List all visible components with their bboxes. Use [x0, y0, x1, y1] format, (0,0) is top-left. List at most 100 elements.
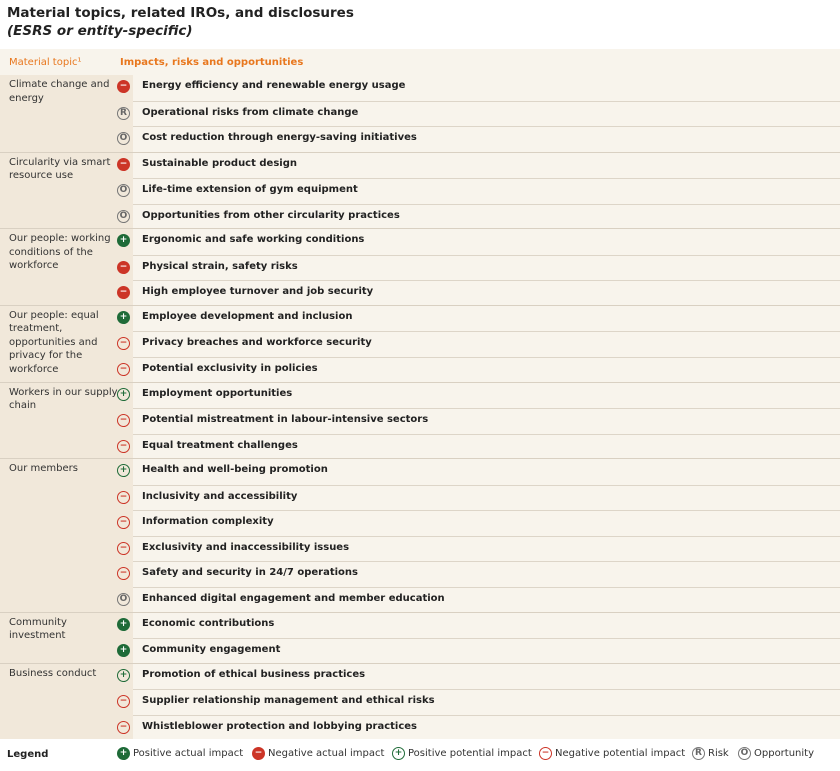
topic-name: Circularity via smart resource use	[9, 156, 111, 182]
iro-row: + Health and well-being promotion	[114, 459, 840, 485]
legend-label: Positive actual impact	[133, 748, 244, 759]
negative-potential-impact-icon: −	[117, 363, 130, 377]
negative-potential-impact-icon: −	[117, 695, 130, 709]
iro-row: − Physical strain, safety risks	[117, 254, 840, 282]
positive-potential-impact-icon: +	[117, 464, 130, 478]
legend-item: O Opportunity	[738, 747, 814, 760]
positive-potential-impact-icon: +	[117, 668, 130, 682]
opportunity-icon: O	[117, 184, 130, 198]
iro-label: Energy efficiency and renewable energy u…	[142, 80, 406, 91]
iro-label: Ergonomic and safe working conditions	[142, 234, 365, 246]
iro-label: Exclusivity and inaccessibility issues	[142, 541, 350, 553]
positive-actual-impact-icon: +	[117, 234, 130, 248]
legend-item: − Negative actual impact	[252, 747, 384, 760]
iro-row: − Exclusivity and inaccessibility issues	[117, 535, 840, 563]
iro-label: Employee development and inclusion	[142, 310, 353, 322]
topic-group: Our people: equal treatment, opportuniti…	[0, 304, 840, 384]
iro-row: O Opportunities from other circularity pr…	[117, 203, 840, 231]
iro-row: + Ergonomic and safe working conditions	[114, 229, 840, 255]
iro-label: Supplier relationship management and eth…	[142, 695, 435, 707]
topics-table	[0, 49, 840, 739]
iro-label: Enhanced digital engagement and member e…	[142, 593, 445, 604]
negative-potential-impact-icon: −	[117, 541, 130, 555]
positive-potential-impact-icon: +	[392, 747, 405, 760]
iro-row: − Safety and security in 24/7 operations	[117, 561, 840, 588]
legend: Legend + Positive actual impact − Negative …	[0, 745, 840, 765]
legend-label: Negative actual impact	[268, 748, 385, 759]
column-header-iro: Impacts, risks and opportunities	[120, 57, 304, 68]
legend-label: Opportunity	[754, 748, 815, 759]
topic-name: Our members	[9, 463, 78, 475]
negative-actual-impact-icon: −	[117, 157, 130, 171]
iro-label: Physical strain, safety risks	[142, 260, 298, 272]
positive-potential-impact-icon: +	[117, 387, 130, 401]
negative-actual-impact-icon: −	[117, 286, 130, 300]
iro-row: − Information complexity	[117, 510, 840, 537]
iro-row: O Cost reduction through energy-saving in…	[117, 126, 840, 153]
topic-group: Workers in our supply chain + Employment o…	[0, 381, 840, 460]
column-header-topic: Material topic¹	[9, 57, 82, 68]
negative-actual-impact-icon: −	[252, 747, 265, 760]
page-title: Material topics, related IROs, and discl…	[7, 5, 354, 21]
risk-icon: R	[117, 106, 130, 120]
iro-row: − Potential mistreatment in labour-intens…	[117, 408, 840, 435]
iro-row: + Employment opportunities	[114, 383, 840, 409]
negative-potential-impact-icon: −	[117, 337, 130, 351]
topic-column	[0, 75, 133, 739]
iro-row: − Supplier relationship management and et…	[117, 689, 840, 716]
iro-label: Equal treatment challenges	[142, 439, 298, 451]
iro-row: + Promotion of ethical business practices	[114, 664, 840, 690]
legend-title: Legend	[7, 749, 49, 760]
opportunity-icon: O	[117, 132, 130, 146]
iro-row: − Sustainable product design	[114, 153, 840, 179]
negative-potential-impact-icon: −	[117, 414, 130, 428]
topic-group: Community investment + Economic contributi…	[0, 611, 840, 665]
negative-potential-impact-icon: −	[117, 439, 130, 453]
iro-label: Sustainable product design	[142, 157, 297, 169]
iro-row: − Energy efficiency and renewable energy …	[114, 75, 840, 101]
iro-label: High employee turnover and job security	[142, 286, 374, 298]
iro-row: + Community engagement	[117, 638, 840, 665]
positive-actual-impact-icon: +	[117, 310, 130, 324]
iro-label: Privacy breaches and workforce security	[142, 337, 372, 349]
opportunity-icon: O	[117, 209, 130, 223]
opportunity-icon: O	[117, 593, 130, 606]
positive-actual-impact-icon: +	[117, 644, 130, 658]
negative-potential-impact-icon: −	[117, 490, 130, 504]
iro-row: O Enhanced digital engagement and member …	[117, 587, 840, 614]
legend-label: Positive potential impact	[408, 748, 532, 759]
iro-label: Promotion of ethical business practices	[142, 668, 366, 680]
topic-group: Circularity via smart resource use − Susta…	[0, 151, 840, 231]
iro-label: Community engagement	[142, 644, 281, 656]
iro-label: Operational risks from climate change	[142, 106, 359, 118]
opportunity-icon: O	[738, 747, 751, 760]
negative-potential-impact-icon: −	[117, 567, 130, 581]
negative-potential-impact-icon: −	[117, 516, 130, 530]
iro-row: − Inclusivity and accessibility	[117, 484, 840, 512]
iro-label: Life-time extension of gym equipment	[142, 184, 358, 196]
topic-name: Climate change and energy	[9, 79, 110, 104]
negative-potential-impact-icon: −	[117, 720, 130, 734]
iro-row: − Potential exclusivity in policies	[117, 357, 840, 384]
iro-label: Safety and security in 24/7 operations	[142, 567, 358, 579]
legend-label: Risk	[708, 748, 729, 759]
iro-label: Potential mistreatment in labour-intensi…	[142, 414, 429, 426]
positive-actual-impact-icon: +	[117, 747, 130, 760]
iro-label: Cost reduction through energy-saving ini…	[142, 132, 417, 144]
topic-name: Our people: equal treatment, opportuniti…	[9, 309, 99, 375]
iro-label: Economic contributions	[142, 617, 275, 629]
iro-row: − Privacy breaches and workforce security	[117, 331, 840, 358]
iro-label: Inclusivity and accessibility	[142, 490, 298, 502]
negative-actual-impact-icon: −	[117, 80, 130, 93]
positive-actual-impact-icon: +	[117, 617, 130, 631]
iro-row: + Economic contributions	[114, 613, 840, 639]
topic-group: Our people: working conditions of the wo…	[0, 228, 840, 306]
legend-item: + Positive potential impact	[392, 747, 532, 760]
iro-row: − Whistleblower protection and lobbying p…	[117, 714, 840, 742]
negative-potential-impact-icon: −	[539, 747, 552, 760]
topic-group: Our members + Health and well-being promot…	[0, 458, 840, 612]
risk-icon: R	[692, 747, 705, 760]
topic-name: Community investment	[9, 616, 67, 642]
iro-label: Information complexity	[142, 516, 274, 528]
iro-label: Health and well-being promotion	[142, 464, 328, 476]
